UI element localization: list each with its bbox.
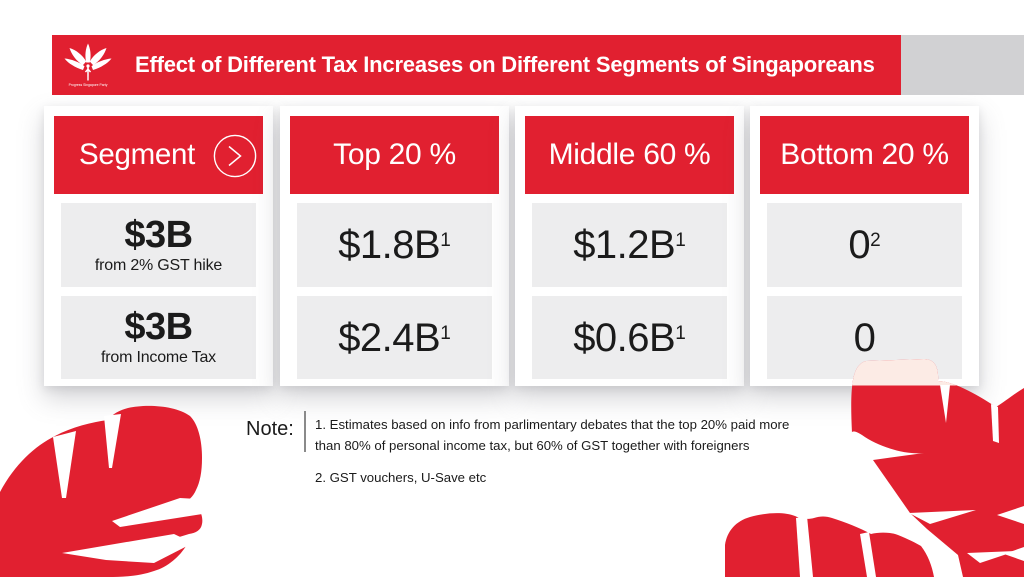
svg-text:Progress Singapore Party: Progress Singapore Party [69,83,108,87]
